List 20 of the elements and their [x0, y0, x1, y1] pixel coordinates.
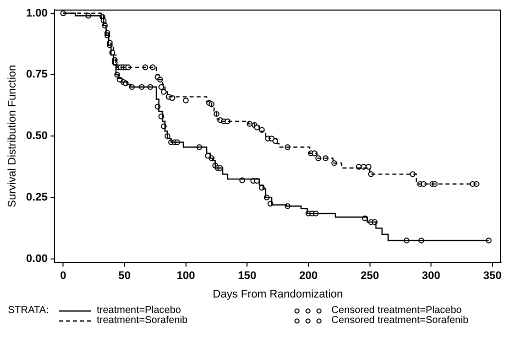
legend-label: Censored treatment=Sorafenib [331, 315, 468, 326]
y-tick-label: 0.00 [26, 252, 48, 265]
legend-label: treatment=Sorafenib [96, 315, 188, 326]
legend-title: STRATA: [8, 305, 50, 316]
x-tick-label: 250 [360, 270, 379, 282]
y-tick-label: 1.00 [26, 7, 48, 20]
legend-label: Censored treatment=Placebo [331, 305, 462, 316]
x-tick-label: 350 [483, 270, 502, 282]
y-tick-label: 0.75 [26, 68, 48, 81]
y-tick-label: 0.25 [26, 192, 48, 204]
y-tick-label: 0.50 [26, 130, 48, 142]
x-tick-label: 150 [238, 270, 256, 282]
y-axis-title: Survival Distribution Function [6, 64, 19, 208]
x-axis-title: Days From Randomization [212, 288, 343, 300]
x-tick-label: 200 [299, 270, 318, 282]
legend-label: treatment=Placebo [96, 305, 181, 316]
x-tick-label: 50 [118, 270, 131, 282]
x-tick-label: 100 [176, 270, 196, 282]
x-tick-label: 300 [422, 270, 440, 282]
x-tick-label: 0 [60, 270, 66, 282]
